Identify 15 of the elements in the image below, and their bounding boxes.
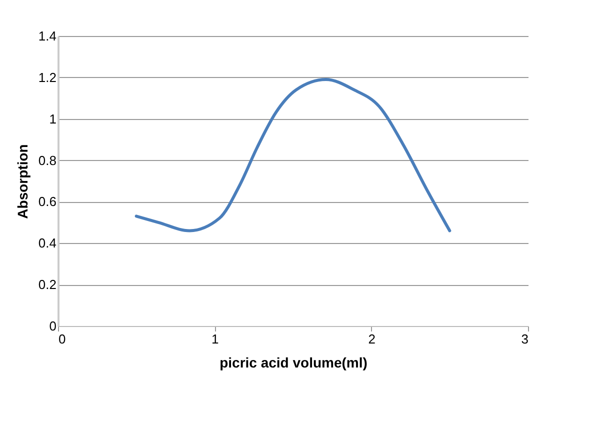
y-tick-label: 0.6: [38, 194, 56, 210]
y-tick-label: 0.8: [38, 152, 56, 168]
x-axis-title: picric acid volume(ml): [220, 354, 368, 370]
x-tick-label: 1: [212, 332, 219, 346]
line-series: [134, 78, 452, 232]
y-axis-title: Absorption: [14, 144, 30, 219]
x-tick-label: 0: [58, 332, 66, 346]
y-tick-label: 0: [49, 318, 56, 334]
y-tick-label: 1.4: [38, 28, 56, 44]
y-tick-label: 1.2: [38, 70, 56, 85]
y-tick-label: 1: [49, 111, 56, 126]
x-tick-label: 3: [521, 332, 528, 346]
y-tick-label: 0.2: [38, 277, 56, 292]
x-tick-label: 2: [368, 332, 376, 346]
y-tick-label: 0.4: [38, 236, 56, 251]
